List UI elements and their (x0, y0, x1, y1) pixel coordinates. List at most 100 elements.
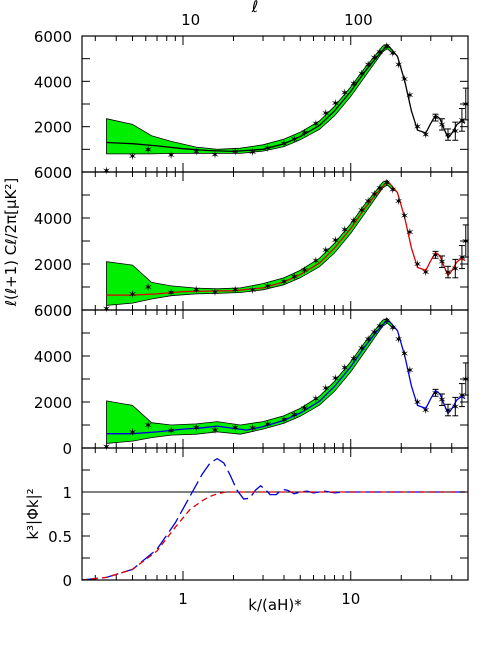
data-point: ✶ (128, 426, 137, 439)
data-point: ✶ (394, 195, 403, 208)
data-point: ✶ (443, 404, 452, 417)
data-point: ✶ (405, 364, 414, 377)
data-point: ✶ (357, 204, 366, 217)
data-point: ✶ (192, 283, 201, 296)
data-point: ✶ (279, 275, 288, 288)
y-tick-label: 4000 (34, 210, 72, 228)
y-tick-label: 4000 (34, 73, 72, 91)
data-point: ✶ (340, 362, 349, 375)
y-tick-label: 0.5 (48, 528, 72, 546)
data-point: ✶ (231, 146, 240, 159)
panels-layer: ✶✶✶ ✶ ✶ ✶ ✶ ✶ ✶ ✶ ✶✶✶✶✶✶✶✶✶✶✶✶✶✶✶✶✶✶✶✶✶✶✶✶✶✶✶ ✶ ✶ ✶… (81, 40, 470, 581)
axes-layer: 6000400020000600040002000060004000200001… (2, 0, 469, 614)
data-point: ✶ (144, 281, 153, 294)
data-point: ✶ (210, 286, 219, 299)
data-point: ✶ (340, 87, 349, 100)
data-point: ✶ (231, 421, 240, 434)
y-tick-label: 2000 (34, 394, 72, 412)
data-point: ✶ (375, 182, 384, 195)
data-point: ✶ (192, 421, 201, 434)
data-point: ✶ (300, 264, 309, 277)
data-point: ✶ (457, 251, 466, 264)
transfer-y-axis-title: k³|Φk|² (24, 488, 42, 539)
data-point: ✶ (388, 183, 397, 196)
data-point: ✶ (290, 409, 299, 422)
data-point: ✶ (144, 419, 153, 432)
data-point: ✶ (375, 320, 384, 333)
cl-y-axis-title: ℓ(ℓ+1) Cℓ/2π[μK²] (2, 178, 20, 307)
data-point: ✶ (340, 224, 349, 237)
data-point: ✶ (263, 418, 272, 431)
uncertainty-band (106, 317, 394, 444)
data-point: ✶ (331, 234, 340, 247)
data-point: ✶ (388, 321, 397, 334)
data-point: ✶ (394, 58, 403, 71)
data-point: ✶ (364, 333, 373, 346)
data-point: ✶ (300, 126, 309, 139)
data-point: ✶ (382, 176, 391, 189)
data-point: ✶ (421, 404, 430, 417)
data-point: ✶ (405, 226, 414, 239)
y-tick-label: 4000 (34, 348, 72, 366)
data-point: ✶ (357, 342, 366, 355)
data-point: ✶ (279, 413, 288, 426)
model-curve (106, 320, 466, 435)
data-point: ✶ (321, 382, 330, 395)
y-tick-label: 6000 (34, 302, 72, 320)
data-point: ✶ (364, 195, 373, 208)
data-point: ✶ (102, 164, 111, 177)
x-tick-label: 1 (178, 590, 188, 608)
data-point: ✶ (431, 112, 440, 125)
data-point: ✶ (248, 422, 257, 435)
data-point: ✶ (364, 58, 373, 71)
data-point: ✶ (167, 287, 176, 300)
top-tick-label: 10 (181, 11, 200, 29)
data-point: ✶ (263, 142, 272, 155)
data-point: ✶ (349, 214, 358, 227)
data-point: ✶ (102, 440, 111, 453)
data-point: ✶ (400, 73, 409, 86)
data-point: ✶ (167, 425, 176, 438)
y-tick-label: 2000 (34, 119, 72, 137)
panel-frame (81, 447, 469, 581)
data-point: ✶ (290, 271, 299, 284)
data-point: ✶ (248, 284, 257, 297)
data-point: ✶ (443, 129, 452, 142)
data-point: ✶ (128, 288, 137, 301)
data-point: ✶ (437, 118, 446, 131)
data-point: ✶ (192, 146, 201, 159)
data-point: ✶ (431, 249, 440, 262)
data-point: ✶ (263, 280, 272, 293)
data-point: ✶ (431, 387, 440, 400)
data-point: ✶ (311, 255, 320, 268)
transfer-curve (81, 491, 465, 581)
data-point: ✶ (443, 266, 452, 279)
uncertainty-band (106, 179, 394, 306)
data-point: ✶ (437, 394, 446, 407)
data-point: ✶ (394, 333, 403, 346)
data-point: ✶ (382, 314, 391, 327)
uncertainty-band (106, 43, 394, 155)
data-point: ✶ (167, 149, 176, 162)
data-point: ✶ (144, 143, 153, 156)
data-point: ✶ (321, 107, 330, 120)
data-point: ✶ (300, 402, 309, 415)
data-point: ✶ (457, 114, 466, 127)
data-point: ✶ (102, 302, 111, 315)
data-point: ✶ (370, 52, 379, 65)
data-point: ✶ (248, 146, 257, 159)
data-point: ✶ (128, 150, 137, 163)
transfer-curve (81, 457, 465, 581)
y-tick-label: 6000 (34, 28, 72, 46)
data-point: ✶ (451, 125, 460, 138)
data-point: ✶ (457, 389, 466, 402)
x-tick-label: 10 (341, 590, 360, 608)
data-point: ✶ (349, 78, 358, 91)
data-point: ✶ (311, 117, 320, 130)
data-point: ✶ (388, 47, 397, 60)
data-point: ✶ (331, 97, 340, 110)
data-point: ✶ (321, 244, 330, 257)
data-point: ✶ (413, 121, 422, 134)
data-point: ✶ (370, 326, 379, 339)
